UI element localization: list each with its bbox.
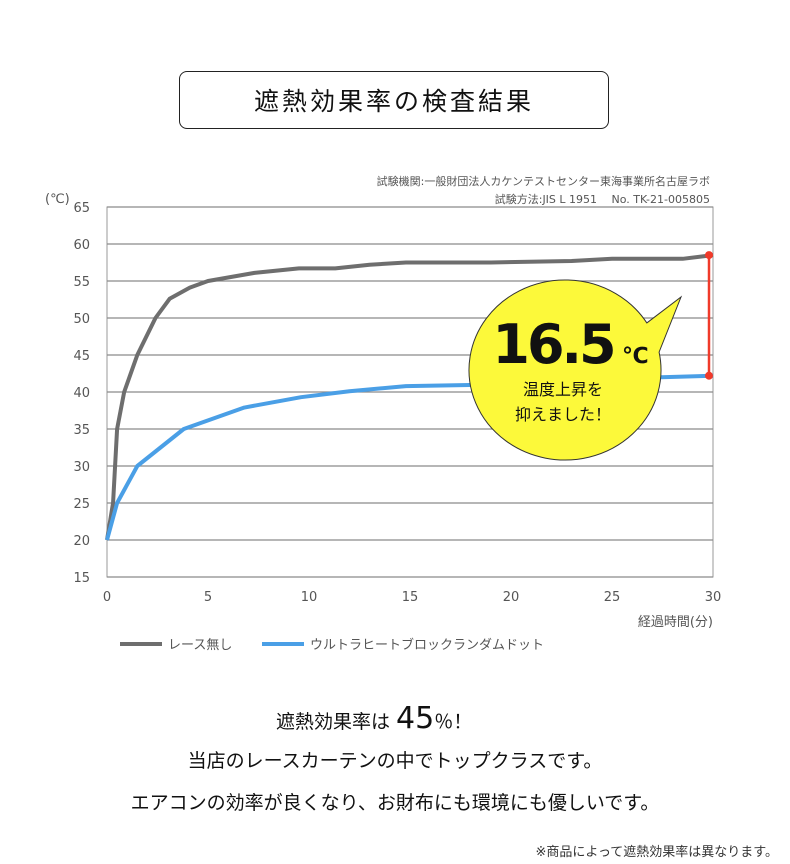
headline-prefix: 遮熱効果率は — [276, 711, 391, 733]
legend-label: ウルトラヒートブロックランダムドット — [310, 638, 545, 653]
headline: 遮熱効果率は 45 ％！ — [276, 701, 473, 738]
y-tick-label: 55 — [73, 275, 90, 290]
x-tick-label: 20 — [503, 590, 520, 605]
callout-bubble-shape — [468, 279, 683, 461]
x-tick-label: 0 — [103, 590, 111, 605]
difference-marker-bottom — [705, 371, 713, 380]
x-tick-label: 30 — [705, 590, 722, 605]
difference-value: 16.5 — [492, 313, 613, 376]
legend-item-ultra-heat-block: ウルトラヒートブロックランダムドット — [262, 634, 544, 653]
headline-value: 45 — [396, 701, 435, 736]
y-tick-label: 50 — [73, 312, 90, 327]
y-tick-label: 25 — [73, 497, 90, 512]
callout-line-1: 温度上昇を — [523, 380, 603, 399]
disclaimer-note: ※商品によって遮熱効果率は異なります。 — [535, 845, 778, 860]
summary-line-2: エアコンの効率が良くなり、お財布にも環境にも優しいです。 — [130, 792, 660, 814]
summary-line-1: 当店のレースカーテンの中でトップクラスです。 — [187, 750, 603, 772]
difference-marker-top — [705, 251, 713, 260]
y-tick-label: 30 — [73, 460, 90, 475]
y-tick-label: 20 — [73, 534, 90, 549]
x-axis-label: 経過時間(分) — [638, 615, 713, 630]
callout-bubble: 16.5 ℃ 温度上昇を 抑えました！ — [468, 279, 683, 461]
y-tick-label: 60 — [73, 238, 90, 253]
test-method: 試験方法:JIS L 1951 No. TK-21-005805 — [494, 193, 710, 206]
y-tick-label: 45 — [73, 349, 90, 364]
y-tick-label: 15 — [73, 571, 90, 586]
headline-suffix: ％！ — [434, 711, 473, 733]
x-tick-label: 25 — [604, 590, 621, 605]
callout-line-2: 抑えました！ — [515, 405, 611, 424]
y-tick-label: 35 — [73, 423, 90, 438]
legend-label: レース無し — [168, 638, 233, 653]
legend-swatch — [120, 641, 162, 646]
series-line-0 — [105, 253, 714, 541]
page-title: 遮熱効果率の検査結果 — [179, 71, 609, 129]
x-tick-label: 10 — [301, 590, 318, 605]
y-axis-label: (℃) — [45, 192, 70, 207]
y-tick-label: 65 — [73, 201, 90, 216]
test-institution: 試験機関:一般財団法人カケンテストセンター東海事業所名古屋ラボ — [376, 175, 710, 188]
x-tick-label: 15 — [402, 590, 419, 605]
difference-unit: ℃ — [622, 344, 649, 369]
y-tick-label: 40 — [73, 386, 90, 401]
x-tick-label: 5 — [204, 590, 212, 605]
legend-item-no-lace: レース無し — [120, 634, 232, 653]
legend-swatch — [262, 641, 304, 646]
